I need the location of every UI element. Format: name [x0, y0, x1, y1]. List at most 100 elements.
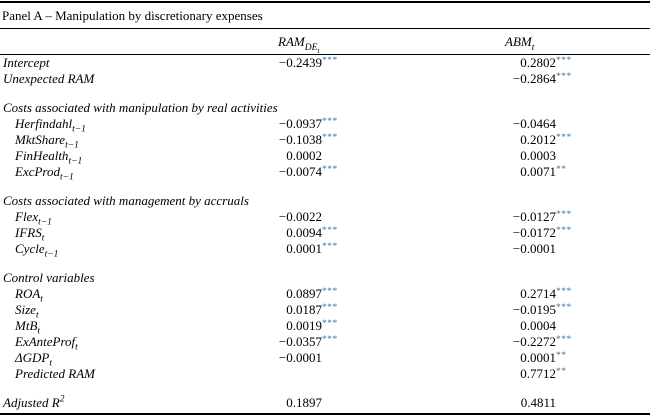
coefficient-value: −0.0357	[278, 334, 322, 349]
section-header-label: Costs associated with management by accr…	[3, 193, 249, 208]
coefficient-value: 0.0019	[286, 318, 322, 333]
coefficient-cell: 0.0094 ***	[250, 225, 337, 241]
row-label-text: FinHealth	[15, 148, 69, 163]
row-label-text: Herfindahl	[15, 116, 73, 131]
coefficient-value: −0.0172	[512, 225, 556, 240]
row-label: ExcProdt−1	[0, 164, 250, 182]
coefficient-cell: 0.0001 **	[322, 350, 566, 366]
coefficient-cell	[250, 366, 322, 382]
panel-title: Panel A – Manipulation by discretionary …	[2, 8, 263, 23]
coefficient-value: −0.1038	[278, 132, 322, 147]
row-label: Cyclet−1	[0, 241, 250, 260]
coefficient-value: 0.2012	[520, 132, 556, 147]
row-label-text: IFRS	[15, 225, 42, 240]
coefficient-cell: 0.7712 **	[322, 366, 566, 382]
coefficient-cell: 0.0004	[322, 318, 556, 334]
significance-stars: ***	[556, 72, 572, 82]
row-label: ExAnteProft	[0, 334, 250, 352]
section-gap	[0, 180, 650, 193]
significance-stars: ***	[322, 56, 338, 66]
column-header-abm: ABMt	[505, 29, 534, 55]
section-header-row: Control variables	[0, 270, 650, 286]
row-label-subscript: t	[40, 294, 43, 305]
row-label: IFRSt	[0, 225, 250, 244]
significance-stars: ***	[556, 287, 572, 297]
section-gap	[0, 87, 650, 100]
coefficient-value: −0.2864	[512, 71, 556, 86]
row-label-subscript: t−1	[44, 249, 59, 260]
table-row: Flext−1 −0.0022 −0.0127 ***	[0, 209, 650, 228]
row-label-subscript: t−1	[38, 217, 52, 228]
significance-stars: ***	[322, 242, 338, 252]
coefficient-cell: 0.0002	[250, 148, 322, 164]
section-header-label: Control variables	[3, 270, 95, 285]
coefficient-cell: −0.0172 ***	[322, 225, 571, 241]
row-label: MtBt	[0, 318, 250, 336]
table-row: Predicted RAM 0.7712 **	[0, 366, 650, 382]
significance-stars: ***	[556, 133, 572, 143]
coefficient-value: 0.1897	[286, 395, 322, 410]
significance-stars: ***	[556, 303, 572, 313]
coefficient-cell: −0.0127 ***	[322, 209, 571, 225]
coefficient-cell: −0.0074 ***	[250, 164, 337, 180]
coefficient-value: −0.0195	[512, 302, 556, 317]
row-label-text: Unexpected RAM	[3, 71, 95, 86]
row-label-text: Adjusted R	[3, 395, 60, 410]
table-row: Sizet 0.0187 *** −0.0195 ***	[0, 302, 650, 320]
coefficient-cell: 0.2714 ***	[322, 286, 571, 302]
coefficient-cell: −0.2439 ***	[250, 55, 337, 71]
table-row: ΔGDPt −0.0001 0.0001 **	[0, 350, 650, 369]
significance-stars: **	[556, 351, 567, 361]
row-label-text: Intercept	[3, 55, 50, 70]
row-label-subscript: t	[41, 233, 45, 244]
coefficient-value: 0.7712	[520, 366, 556, 381]
table-row: Cyclet−1 0.0001 *** −0.0001	[0, 241, 650, 260]
coefficient-cell: −0.0937 ***	[250, 116, 337, 132]
table-row: Adjusted R2 0.1897 0.4811	[0, 395, 650, 411]
coefficient-cell: −0.0195 ***	[322, 302, 571, 318]
section-gap	[0, 257, 650, 270]
row-label-text: Size	[15, 302, 36, 317]
coefficient-cell: 0.0019 ***	[250, 318, 337, 334]
table-row: ExAnteProft −0.0357 *** −0.2272 ***	[0, 334, 650, 352]
coefficient-value: 0.2714	[520, 286, 556, 301]
significance-stars: ***	[322, 319, 338, 329]
coefficient-value: 0.0003	[520, 148, 556, 163]
column-header-ramde: RAMDEt	[278, 29, 319, 55]
significance-stars: ***	[556, 335, 572, 345]
row-label-subscript: t	[49, 358, 52, 369]
significance-stars: ***	[556, 226, 572, 236]
coefficient-cell: −0.1038 ***	[250, 132, 337, 148]
column-header-ramde-subscript: DEt	[304, 42, 320, 55]
row-label: MktSharet−1	[0, 132, 250, 150]
table-row: Unexpected RAM −0.2864 ***	[0, 71, 650, 87]
row-label: ΔGDPt	[0, 350, 250, 369]
significance-stars: ***	[322, 287, 338, 297]
header-divider-rule	[0, 54, 650, 55]
title-divider-rule	[0, 28, 650, 29]
coefficient-cell: 0.0071 **	[322, 164, 566, 180]
significance-stars: ***	[322, 226, 338, 236]
row-label: Adjusted R2	[0, 395, 250, 411]
coefficient-value: −0.0937	[278, 116, 322, 131]
coefficient-cell: 0.0187 ***	[250, 302, 337, 318]
coefficient-cell: 0.4811	[322, 395, 556, 411]
significance-stars: ***	[556, 210, 572, 220]
significance-stars: **	[556, 165, 567, 175]
coefficient-value: −0.0464	[512, 116, 556, 131]
table-row: IFRSt 0.0094 *** −0.0172 ***	[0, 225, 650, 244]
row-label-text: ExAnteProf	[15, 334, 76, 349]
bottom-rule	[0, 413, 650, 415]
table-row: MtBt 0.0019 *** 0.0004	[0, 318, 650, 336]
table-row: FinHealtht−1 0.0002 0.0003	[0, 148, 650, 166]
row-label: ROAt	[0, 286, 250, 305]
coefficient-cell: −0.0022	[250, 209, 322, 225]
coefficient-value: 0.0094	[286, 225, 322, 240]
significance-stars: ***	[322, 335, 338, 345]
coefficient-cell: 0.2012 ***	[322, 132, 571, 148]
section-header-row: Costs associated with management by accr…	[0, 193, 650, 209]
coefficient-value: 0.0071	[520, 164, 556, 179]
row-label-text: Cycle	[15, 241, 45, 256]
row-label: Predicted RAM	[0, 366, 250, 382]
coefficient-value: 0.0002	[286, 148, 322, 163]
